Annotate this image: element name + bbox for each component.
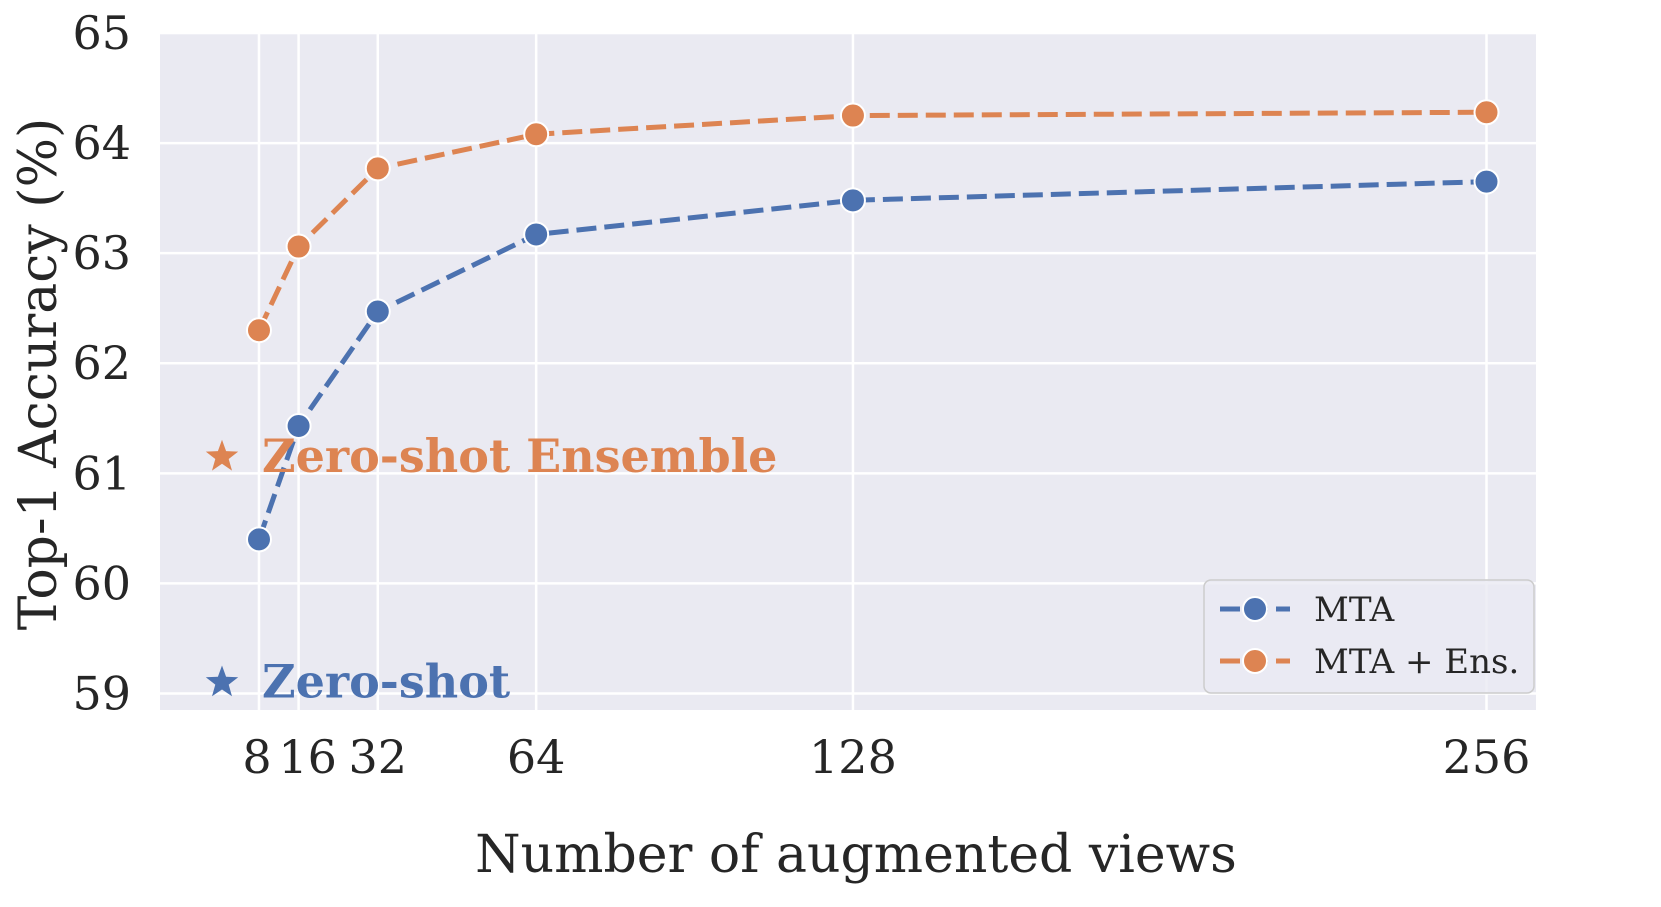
data-point <box>364 155 391 182</box>
y-tick-label: 62 <box>72 336 131 390</box>
y-tick-label: 65 <box>72 6 131 60</box>
legend: MTA MTA + Ens. <box>1203 579 1535 694</box>
data-point <box>839 102 866 129</box>
y-tick-label: 59 <box>72 666 131 720</box>
series-mta-ens <box>245 99 1500 344</box>
data-point <box>245 526 272 553</box>
data-point <box>285 233 312 260</box>
y-tick-label: 63 <box>72 226 131 280</box>
y-tick-label: 64 <box>72 116 131 170</box>
data-point <box>245 317 272 344</box>
legend-swatch-marker <box>1242 596 1268 622</box>
data-point <box>523 121 550 148</box>
data-point <box>839 187 866 214</box>
x-tick-label: 64 <box>507 730 566 784</box>
x-tick-label: 256 <box>1443 730 1531 784</box>
tick-labels: 59 60 61 62 63 64 65 8 16 32 64 128 256 <box>72 6 1530 784</box>
legend-label: MTA + Ens. <box>1314 642 1519 682</box>
series-mta <box>245 168 1500 553</box>
annotation-label: Zero-shot Ensemble <box>262 429 777 483</box>
star-marker <box>205 665 239 697</box>
legend-swatch-marker <box>1242 648 1268 674</box>
data-point <box>1473 168 1500 195</box>
y-axis-title: Top-1 Accuracy (%) <box>9 118 69 631</box>
series-line <box>256 109 1487 332</box>
y-tick-label: 60 <box>72 556 131 610</box>
grid-lines <box>160 31 1536 710</box>
data-point <box>1473 99 1500 126</box>
data-point <box>364 298 391 325</box>
legend-label: MTA <box>1314 590 1395 630</box>
data-point <box>523 221 550 248</box>
annotation-label: Zero-shot <box>262 654 511 708</box>
y-tick-label: 61 <box>72 446 131 500</box>
x-tick-label: 128 <box>809 730 897 784</box>
series-layer <box>245 99 1500 553</box>
data-point <box>285 412 312 439</box>
annotations: Zero-shot Ensemble Zero-shot <box>205 429 777 708</box>
x-tick-label: 32 <box>349 730 408 784</box>
x-tick-label: 8 <box>242 730 271 784</box>
star-marker <box>205 439 239 471</box>
series-line <box>256 179 1487 541</box>
x-tick-label: 16 <box>278 730 337 784</box>
x-axis-title: Number of augmented views <box>475 825 1237 885</box>
